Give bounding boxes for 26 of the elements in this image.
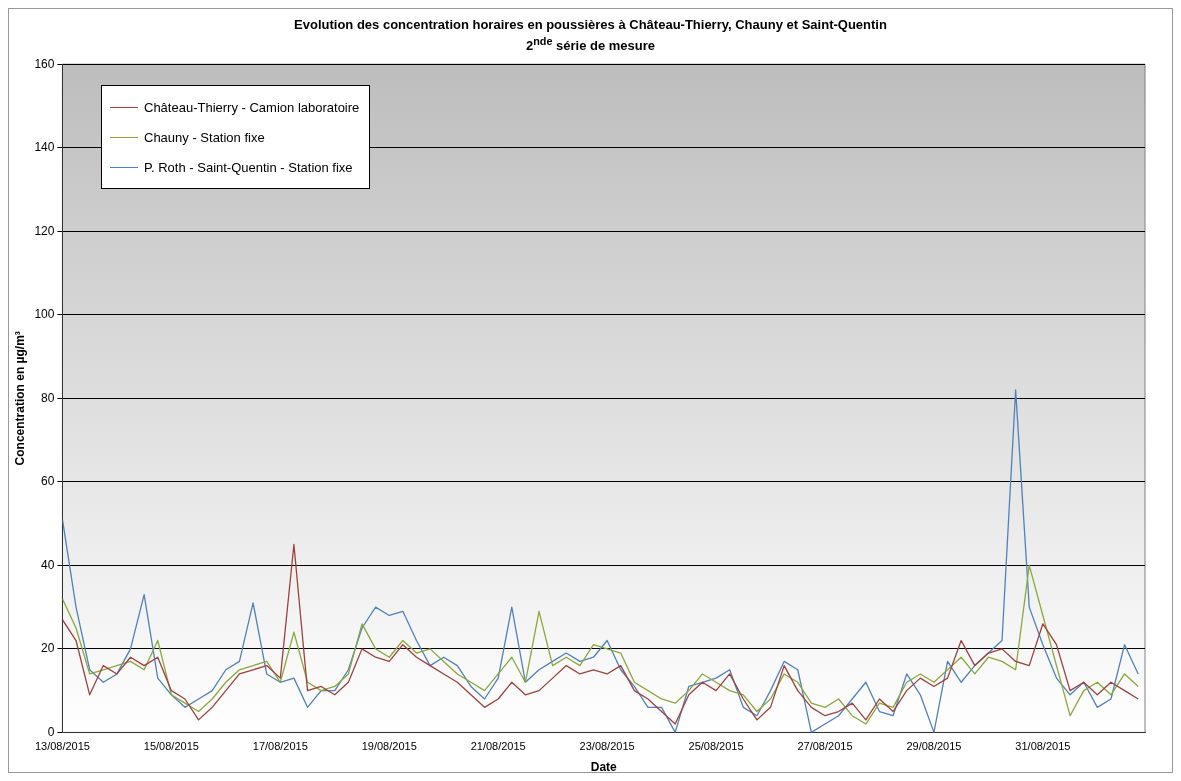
x-tick-label: 25/08/2015 <box>688 740 744 753</box>
x-tick-label: 19/08/2015 <box>361 740 417 753</box>
legend-label: Chauny - Station fixe <box>144 129 265 145</box>
x-tick-label: 27/08/2015 <box>797 740 853 753</box>
y-tick-label: 40 <box>41 557 55 572</box>
y-tick-label: 120 <box>34 223 55 238</box>
x-tick-label: 21/08/2015 <box>470 740 526 753</box>
x-tick-label: 29/08/2015 <box>906 740 962 753</box>
y-tick-label: 80 <box>41 390 55 405</box>
x-axis-title: Date <box>590 760 618 775</box>
x-tick-label: 17/08/2015 <box>252 740 308 753</box>
y-tick-label: 60 <box>41 474 55 489</box>
x-tick-label: 23/08/2015 <box>579 740 635 753</box>
legend-label: P. Roth - Saint-Quentin - Station fixe <box>144 159 353 175</box>
x-tick-label: 31/08/2015 <box>1015 740 1071 753</box>
x-tick-label: 15/08/2015 <box>143 740 199 753</box>
chart-subtitle: 2$^{nde}$ série de mesure <box>524 34 657 55</box>
x-tick-label: 13/08/2015 <box>34 740 90 753</box>
y-tick-label: 0 <box>47 725 55 740</box>
y-tick-label: 20 <box>41 641 55 656</box>
chart-title: Evolution des concentration horaires en poussières à Château-Thierry, Chauny et Saint-Quentin <box>293 17 888 33</box>
y-tick-label: 100 <box>34 307 55 322</box>
y-tick-label: 140 <box>34 140 55 155</box>
y-axis-title: Concentration en µg/m³ <box>12 331 27 466</box>
y-tick-label: 160 <box>34 56 55 71</box>
legend-label: Château-Thierry - Camion laboratoire <box>144 99 360 115</box>
